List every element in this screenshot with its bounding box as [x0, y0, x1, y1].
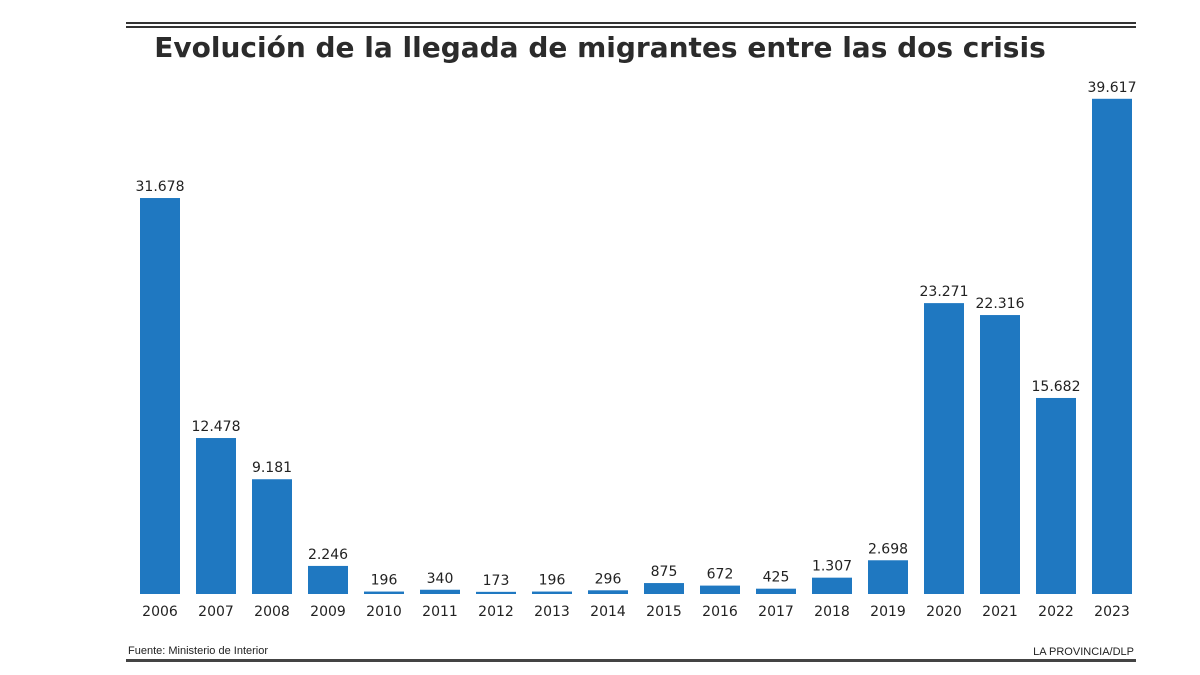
x-tick-label: 2023	[1094, 604, 1130, 620]
bar-2007	[196, 438, 236, 594]
data-label: 2.698	[868, 541, 908, 557]
x-tick-label: 2018	[814, 604, 850, 620]
x-tick-label: 2010	[366, 604, 402, 620]
x-tick-label: 2009	[310, 604, 346, 620]
top-rule	[126, 22, 1136, 24]
bar-2021	[980, 315, 1020, 594]
bar-2010	[364, 591, 404, 594]
bottom-rule	[126, 659, 1136, 662]
x-tick-label: 2007	[198, 604, 234, 620]
bar-2011	[420, 589, 460, 594]
data-label: 196	[371, 573, 398, 589]
bar-2009	[308, 565, 348, 594]
bar-2017	[756, 588, 796, 594]
x-tick-label: 2021	[982, 604, 1018, 620]
bar-2023	[1092, 98, 1132, 594]
bar-2020	[924, 303, 964, 594]
source-note: Fuente: Ministerio de Interior	[128, 645, 269, 657]
x-tick-label: 2022	[1038, 604, 1074, 620]
chart-title: Evolución de la llegada de migrantes ent…	[154, 31, 1046, 64]
x-tick-label: 2006	[142, 604, 178, 620]
x-tick-label: 2015	[646, 604, 682, 620]
data-label: 23.271	[920, 284, 969, 300]
bar-2012	[476, 591, 516, 594]
data-label: 173	[483, 573, 510, 589]
data-label: 22.316	[976, 296, 1025, 312]
bar-2022	[1036, 397, 1076, 594]
data-label: 672	[707, 567, 734, 583]
data-label: 2.246	[308, 547, 348, 563]
x-tick-label: 2008	[254, 604, 290, 620]
data-label: 340	[427, 571, 454, 587]
bar-2015	[644, 583, 684, 594]
x-tick-label: 2016	[702, 604, 738, 620]
data-label: 1.307	[812, 559, 852, 575]
top-rule-2	[126, 26, 1136, 28]
x-tick-label: 2019	[870, 604, 906, 620]
bar-2019	[868, 560, 908, 594]
x-tick-label: 2011	[422, 604, 458, 620]
bar-2014	[588, 590, 628, 594]
data-label: 31.678	[136, 179, 185, 195]
x-tick-label: 2013	[534, 604, 570, 620]
x-tick-label: 2012	[478, 604, 514, 620]
data-label: 9.181	[252, 460, 292, 476]
x-tick-label: 2014	[590, 604, 626, 620]
bar-2008	[252, 479, 292, 594]
bar-2006	[140, 198, 180, 594]
x-tick-label: 2017	[758, 604, 794, 620]
x-tick-label: 2020	[926, 604, 962, 620]
data-label: 39.617	[1088, 80, 1137, 96]
data-label: 196	[539, 573, 566, 589]
data-label: 875	[651, 564, 678, 580]
data-label: 12.478	[192, 419, 241, 435]
bar-2016	[700, 585, 740, 594]
data-label: 296	[595, 571, 622, 587]
data-label: 425	[763, 570, 790, 586]
credit-note: LA PROVINCIA/DLP	[1033, 646, 1134, 658]
bar-2018	[812, 577, 852, 594]
data-label: 15.682	[1032, 379, 1081, 395]
bar-2013	[532, 591, 572, 594]
